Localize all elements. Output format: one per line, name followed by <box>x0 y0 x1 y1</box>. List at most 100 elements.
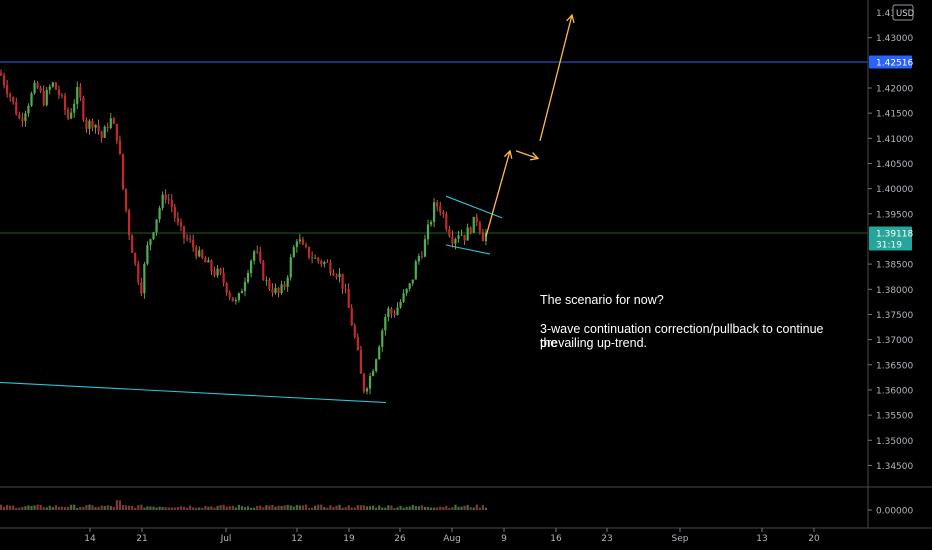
volume-bar <box>359 505 362 510</box>
time-axis[interactable]: 14 21 Jul 12 19 26 Aug 9 16 23 Sep 13 20 <box>84 528 820 544</box>
candle-body <box>33 82 36 94</box>
volume-bar <box>289 505 292 510</box>
volume-bar <box>338 504 341 510</box>
volume-bar <box>94 507 97 510</box>
volume-bar <box>362 505 366 510</box>
candle-body <box>155 219 158 233</box>
volume-bar <box>375 507 378 510</box>
candle-body <box>390 308 393 314</box>
candle-body <box>225 282 228 293</box>
candle-body <box>76 86 79 104</box>
candle-body <box>317 257 320 261</box>
candle-body <box>204 258 207 263</box>
candle-body <box>164 194 167 200</box>
time-tick-label: 26 <box>394 534 406 544</box>
price-label-box <box>869 226 912 251</box>
volume-tick-label: 0.00000 <box>876 507 913 517</box>
time-tick-label: 20 <box>808 534 820 544</box>
time-tick-label: 21 <box>136 534 147 544</box>
time-tick-label: 23 <box>601 534 612 544</box>
candle-body <box>42 90 45 106</box>
volume-bar <box>97 506 100 510</box>
candle-body <box>67 109 70 119</box>
volume-bar <box>57 506 61 510</box>
volume-bar <box>307 507 311 510</box>
volume-bar <box>326 507 329 510</box>
volume-bar <box>115 500 118 510</box>
volume-bar <box>173 507 176 510</box>
volume-bar <box>262 507 265 510</box>
price-label-value: 1.39118 <box>876 230 913 240</box>
candle-body <box>411 279 414 284</box>
candle-body <box>408 283 411 289</box>
candle-body <box>195 247 198 257</box>
candle-body <box>216 268 219 276</box>
candle-body <box>433 202 436 222</box>
volume-bar <box>277 505 280 510</box>
volume-bar <box>91 505 94 510</box>
candle-body <box>420 256 423 257</box>
arrow-shaft <box>515 150 539 160</box>
volume-bar <box>216 505 219 510</box>
price-tick-label: 1.35000 <box>876 437 913 447</box>
volume-bar <box>417 506 420 510</box>
volume-bar <box>45 507 48 510</box>
candle-body <box>231 297 234 302</box>
candle-body <box>307 246 311 258</box>
volume-bar <box>179 506 183 510</box>
candle-body <box>338 273 341 278</box>
candle-body <box>472 216 475 233</box>
volume-bar <box>79 506 82 510</box>
candle-body <box>143 263 146 294</box>
time-tick-label: 14 <box>84 534 96 544</box>
candle-body <box>460 234 463 236</box>
price-tick-label: 1.43 <box>876 9 896 19</box>
volume-bar <box>265 505 268 510</box>
volume-bar <box>6 504 9 510</box>
time-tick-label: 9 <box>501 534 507 544</box>
candle-body <box>283 284 286 287</box>
volume-bar <box>143 507 146 510</box>
volume-bar <box>121 505 125 510</box>
volume-bar <box>317 504 320 510</box>
volume-bar <box>158 506 161 510</box>
candle-body <box>70 112 73 119</box>
candle-body <box>170 199 173 207</box>
volume-bar <box>314 505 317 510</box>
volume-bar <box>207 506 210 510</box>
price-axis[interactable]: 1.43000 1.42000 1.41500 1.41000 1.40500 1.400… <box>0 0 932 529</box>
volume-bar <box>475 504 478 510</box>
volume-bar <box>304 504 308 510</box>
candle-body <box>484 233 488 242</box>
projection-arrow-2 <box>539 13 575 141</box>
volume-bar <box>332 507 335 510</box>
volume-bar <box>323 507 326 510</box>
candle-body <box>387 308 390 318</box>
candle-body <box>21 118 24 121</box>
volume-bar <box>478 507 481 510</box>
candle-body <box>423 239 427 257</box>
volume-bar <box>18 507 21 510</box>
price-tick-label: 1.40500 <box>876 160 913 170</box>
candle-body <box>2 75 6 86</box>
candle-body <box>359 349 362 374</box>
volume-bar <box>393 507 396 510</box>
candle-body <box>384 317 387 331</box>
projection-arrows <box>485 13 575 237</box>
candle-body <box>320 260 323 265</box>
price-tick-label: 1.38500 <box>876 261 913 271</box>
candle-body <box>131 235 134 253</box>
price-tick-label: 1.35500 <box>876 412 913 422</box>
volume-bar <box>213 507 216 510</box>
candle-body <box>60 94 64 96</box>
volume-bar <box>85 505 88 510</box>
projection-arrow-0 <box>485 149 513 237</box>
candle-body <box>161 194 164 208</box>
candle-body <box>213 271 216 276</box>
candle-body <box>12 97 15 102</box>
time-tick-label: Sep <box>672 534 689 544</box>
candle-body <box>124 188 128 211</box>
volume-bar <box>286 504 289 510</box>
candle-body <box>82 97 85 120</box>
